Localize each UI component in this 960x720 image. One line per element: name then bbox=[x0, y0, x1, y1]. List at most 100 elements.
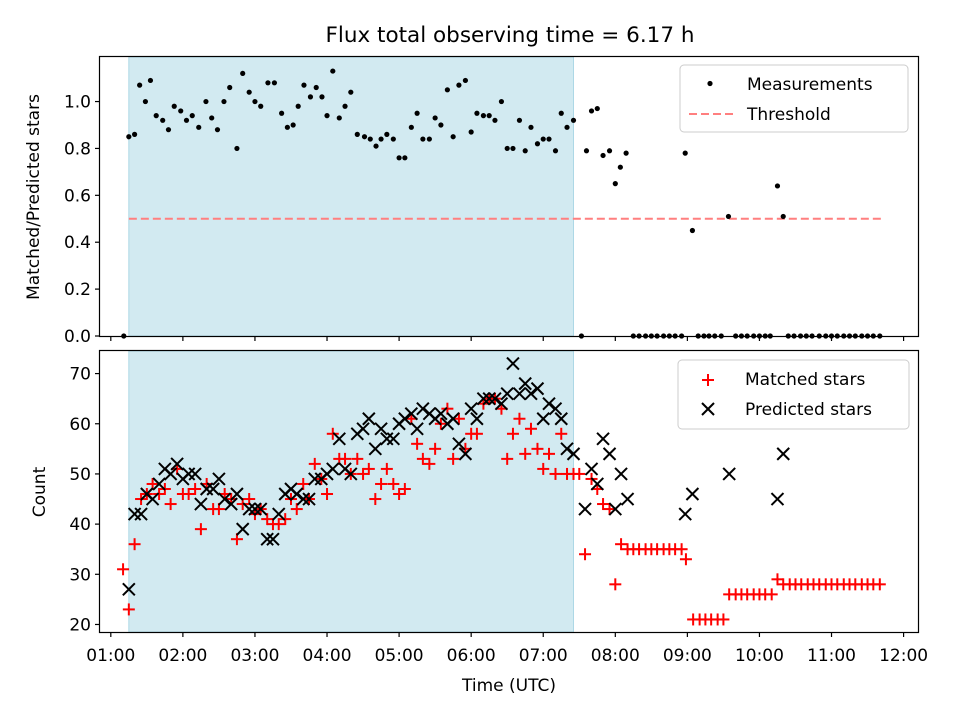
predicted-star-point bbox=[181, 467, 196, 481]
measurement-point bbox=[780, 213, 786, 220]
matched-star-point bbox=[387, 477, 400, 490]
measurement-point bbox=[171, 103, 177, 109]
bottom-xtick-label: 04:00 bbox=[303, 646, 352, 666]
measurement-point bbox=[234, 145, 240, 152]
predicted-star-point bbox=[199, 482, 214, 496]
measurement-point bbox=[486, 113, 492, 119]
predicted-star-point bbox=[416, 401, 430, 416]
matched-star-point bbox=[369, 493, 382, 506]
measurement-point bbox=[295, 103, 301, 109]
measurement-point bbox=[390, 136, 396, 142]
measurement-point bbox=[240, 70, 246, 77]
predicted-star-point bbox=[242, 502, 256, 516]
predicted-star-point bbox=[476, 391, 491, 406]
predicted-star-point bbox=[374, 422, 388, 436]
matched-star-point bbox=[153, 488, 166, 501]
predicted-star-point bbox=[212, 472, 226, 486]
measurement-point bbox=[246, 89, 252, 95]
matched-star-point bbox=[290, 503, 303, 516]
measurement-point bbox=[528, 124, 534, 130]
legend-predicted-label: Predicted stars bbox=[745, 400, 872, 420]
measurement-point bbox=[432, 115, 438, 121]
predicted-star-point bbox=[368, 442, 383, 456]
bottom-ytick-label: 20 bbox=[69, 615, 91, 635]
bottom-xtick-label: 03:00 bbox=[230, 646, 279, 666]
measurement-point bbox=[265, 80, 271, 86]
predicted-star-point bbox=[344, 467, 358, 481]
measurement-point bbox=[438, 122, 444, 128]
predicted-star-point bbox=[560, 442, 574, 456]
measurement-point bbox=[492, 117, 498, 123]
measurement-point bbox=[612, 181, 618, 187]
predicted-star-point bbox=[446, 412, 460, 426]
measurement-point bbox=[558, 110, 564, 116]
matched-star-point bbox=[308, 457, 321, 470]
predicted-star-point bbox=[566, 447, 581, 461]
matched-star-point bbox=[717, 613, 730, 626]
predicted-star-point bbox=[404, 407, 419, 421]
measurement-point bbox=[522, 148, 528, 154]
predicted-star-point bbox=[494, 396, 509, 411]
predicted-star-point bbox=[678, 507, 692, 521]
predicted-star-point bbox=[163, 467, 178, 481]
matched-star-point bbox=[679, 553, 692, 566]
matched-star-point bbox=[279, 513, 292, 526]
measurement-point bbox=[600, 152, 606, 159]
predicted-star-point bbox=[488, 391, 502, 406]
legend-measurements-marker bbox=[707, 80, 713, 87]
measurement-point bbox=[209, 115, 215, 121]
bottom-legend: Matched stars Predicted stars bbox=[677, 359, 910, 430]
matched-star-point bbox=[194, 523, 207, 536]
top-ytick-label: 0.2 bbox=[64, 280, 91, 300]
predicted-star-point bbox=[482, 391, 496, 406]
bottom-plot-frame bbox=[98, 349, 920, 634]
measurement-point bbox=[290, 122, 296, 128]
predicted-star-point bbox=[188, 467, 202, 481]
measurement-point bbox=[284, 124, 290, 130]
matched-star-point bbox=[519, 447, 532, 460]
measurement-point bbox=[378, 136, 384, 142]
measurement-point bbox=[178, 108, 184, 114]
measurement-point bbox=[426, 136, 432, 142]
predicted-star-point bbox=[362, 412, 376, 426]
predicted-star-point bbox=[470, 412, 484, 426]
top-ytick-label: 0.6 bbox=[64, 186, 91, 206]
bottom-ytick-label: 30 bbox=[69, 565, 91, 585]
predicted-star-point bbox=[272, 507, 286, 521]
predicted-star-point bbox=[235, 522, 250, 536]
matched-star-point bbox=[423, 457, 436, 470]
matched-star-point bbox=[339, 452, 352, 465]
predicted-star-point bbox=[584, 462, 599, 476]
matched-star-point bbox=[128, 538, 141, 551]
measurement-point bbox=[462, 77, 468, 84]
predicted-star-point bbox=[542, 396, 556, 411]
measurement-point bbox=[252, 98, 258, 105]
measurement-point bbox=[189, 113, 195, 119]
bottom-xtick-label: 11:00 bbox=[807, 646, 856, 666]
measurement-point bbox=[396, 155, 402, 161]
predicted-star-point bbox=[464, 401, 478, 416]
predicted-star-point bbox=[554, 412, 568, 426]
x-axis-label: Time (UTC) bbox=[461, 676, 556, 696]
measurement-point bbox=[594, 105, 600, 112]
matched-star-point bbox=[182, 488, 195, 501]
bottom-ytick-label: 40 bbox=[69, 515, 91, 535]
matched-star-point bbox=[537, 462, 550, 475]
measurement-point bbox=[774, 183, 781, 189]
predicted-star-point bbox=[254, 502, 268, 516]
matched-star-point bbox=[272, 518, 285, 531]
matched-star-point bbox=[555, 427, 568, 440]
bottom-xtick-label: 06:00 bbox=[447, 646, 496, 666]
predicted-star-point bbox=[152, 477, 166, 491]
measurement-point bbox=[617, 164, 623, 170]
top-legend: Measurements Threshold bbox=[679, 64, 909, 133]
matched-star-point bbox=[357, 467, 370, 480]
predicted-star-point bbox=[302, 492, 316, 506]
measurement-point bbox=[564, 124, 570, 130]
predicted-star-point bbox=[524, 386, 538, 401]
measurement-point bbox=[354, 131, 360, 137]
measurement-point bbox=[165, 127, 172, 133]
legend-matched-marker bbox=[702, 374, 714, 386]
measurement-point bbox=[131, 131, 138, 137]
bottom-ytick-label: 70 bbox=[69, 365, 91, 385]
